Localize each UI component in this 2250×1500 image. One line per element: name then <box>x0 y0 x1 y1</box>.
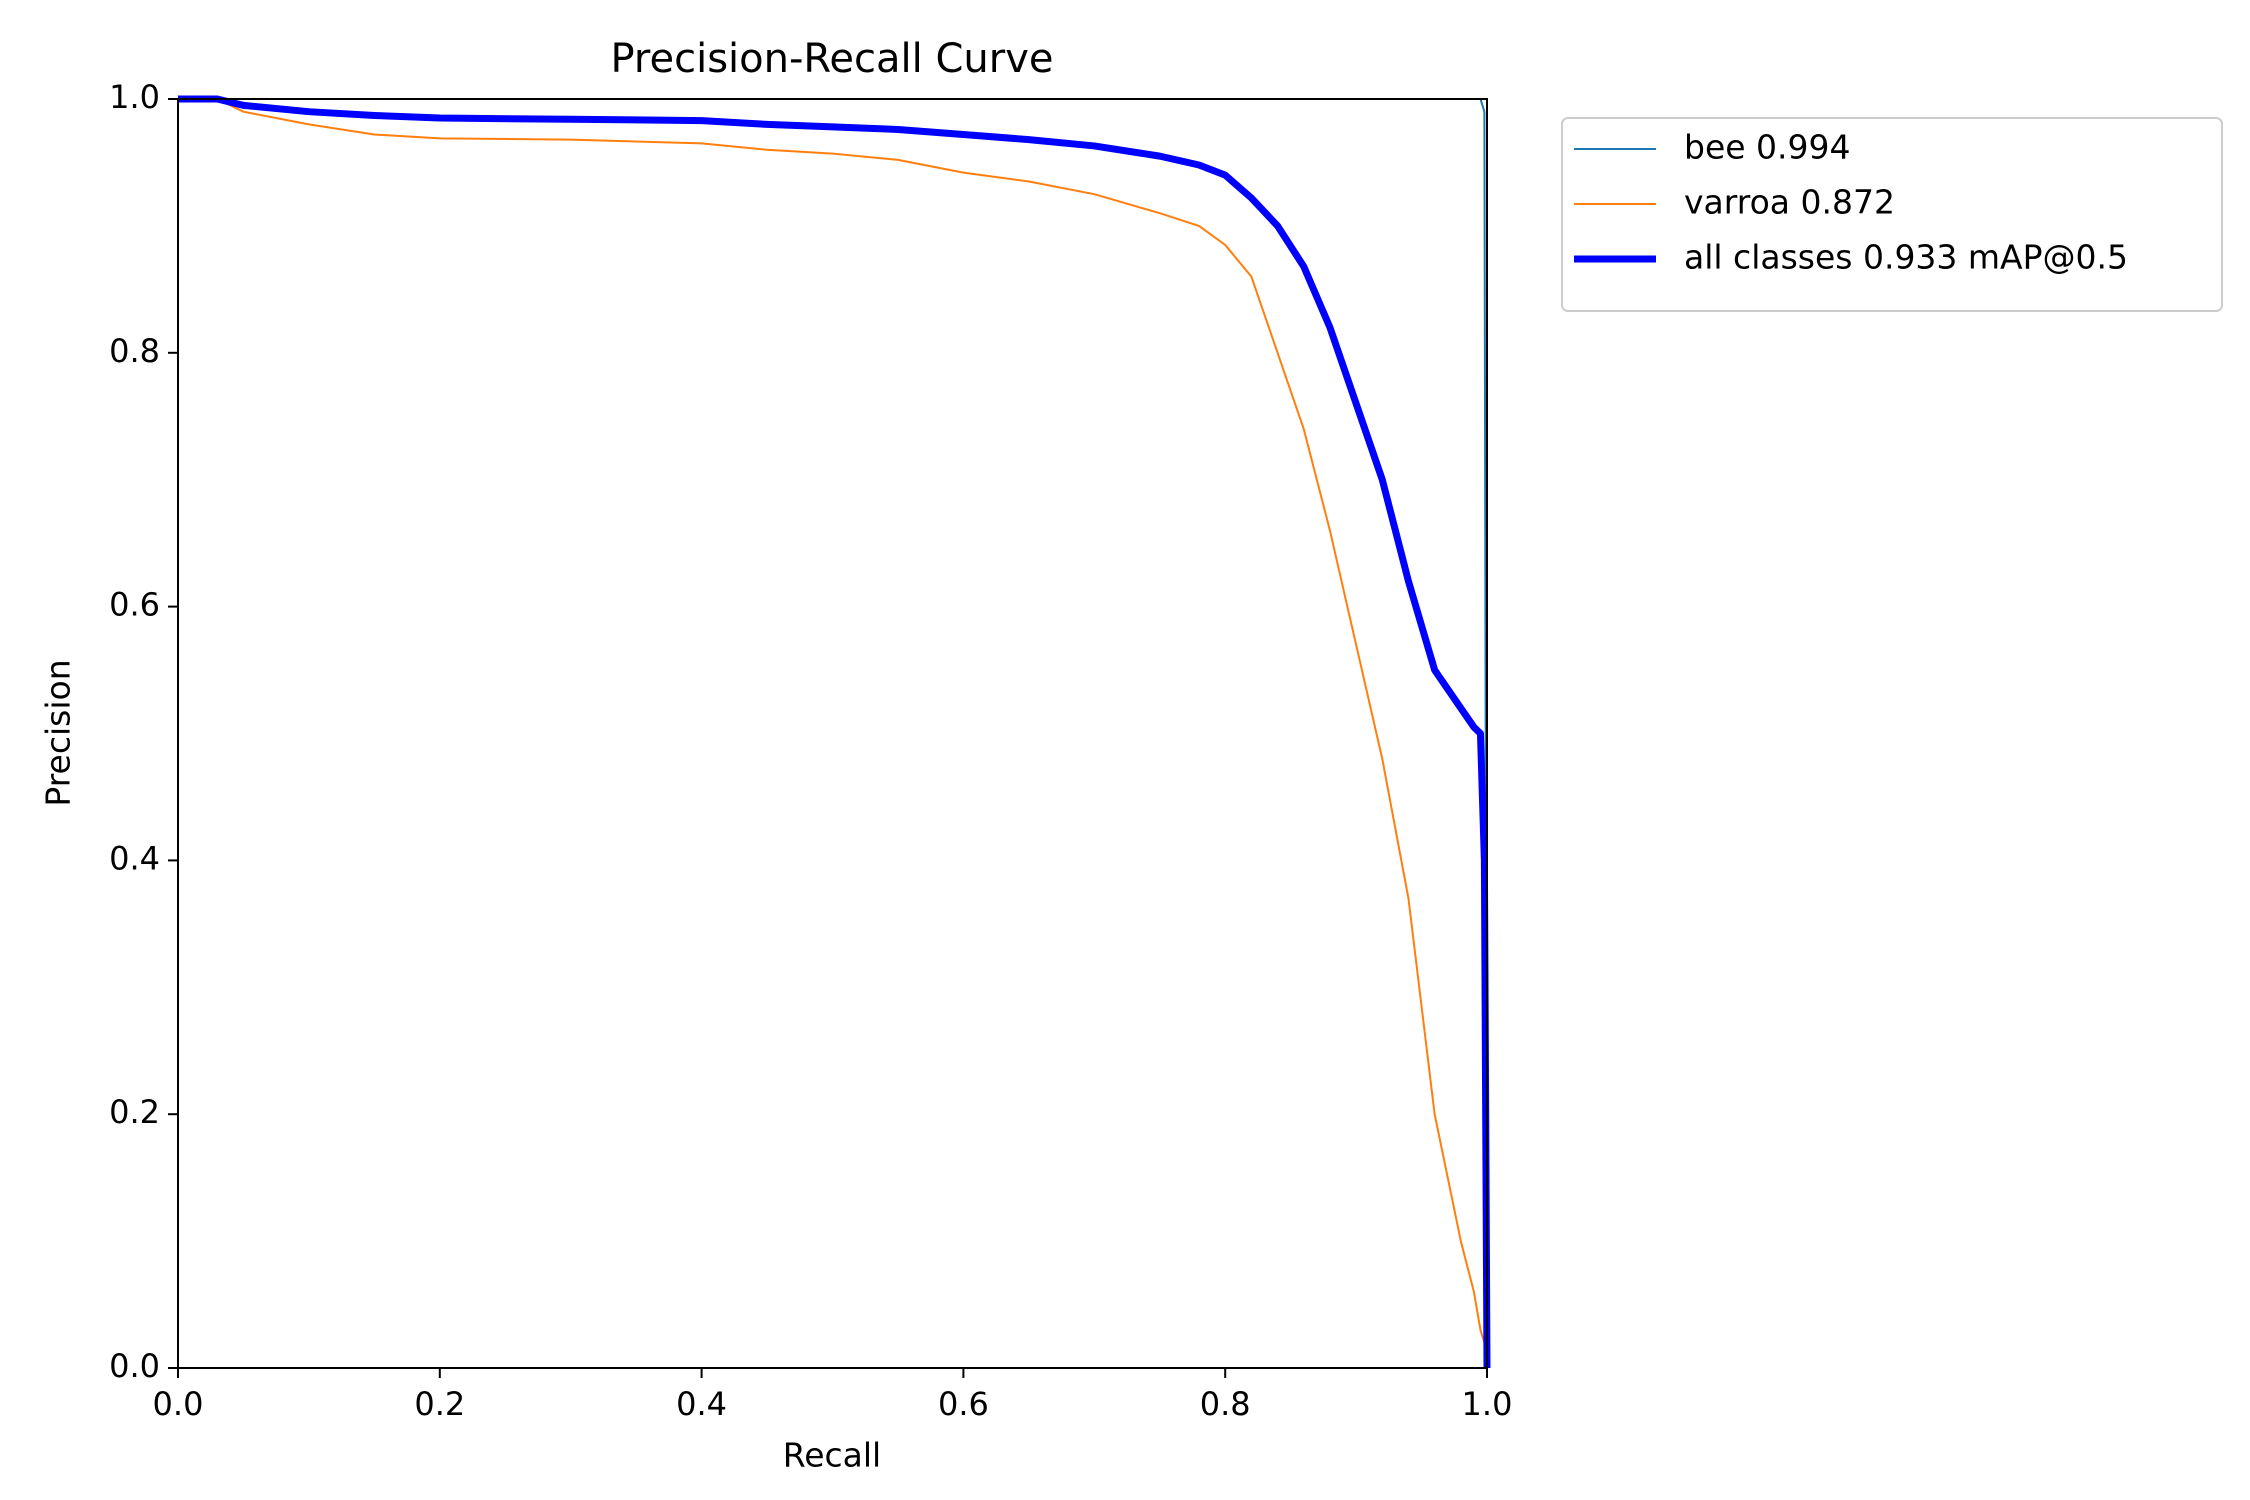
legend-label: bee 0.994 <box>1684 128 1851 167</box>
legend-box <box>1561 117 2223 312</box>
line-series <box>178 95 1491 1369</box>
y-tick-label: 0.6 <box>109 586 160 624</box>
y-tick-label: 0.0 <box>109 1347 160 1385</box>
y-axis-label: Precision <box>39 659 78 806</box>
legend-label: varroa 0.872 <box>1684 183 1895 222</box>
legend-label: all classes 0.933 mAP@0.5 <box>1684 238 2128 277</box>
y-tick-label: 0.2 <box>109 1093 160 1131</box>
y-tick-label: 1.0 <box>109 78 160 116</box>
line-series <box>178 98 1488 1369</box>
x-axis-label: Recall <box>783 1436 881 1475</box>
x-tick-label: 0.2 <box>414 1385 465 1423</box>
line-series <box>178 98 1488 1369</box>
x-tick-label: 0.8 <box>1200 1385 1251 1423</box>
y-tick-label: 0.4 <box>109 839 160 877</box>
x-tick-label: 0.6 <box>938 1385 989 1423</box>
x-tick-label: 1.0 <box>1462 1385 1513 1423</box>
y-tick-label: 0.8 <box>109 332 160 370</box>
plot-frame <box>177 98 1488 1369</box>
chart-title: Precision-Recall Curve <box>611 36 1054 82</box>
x-tick-label: 0.0 <box>153 1385 204 1423</box>
x-tick-label: 0.4 <box>676 1385 727 1423</box>
